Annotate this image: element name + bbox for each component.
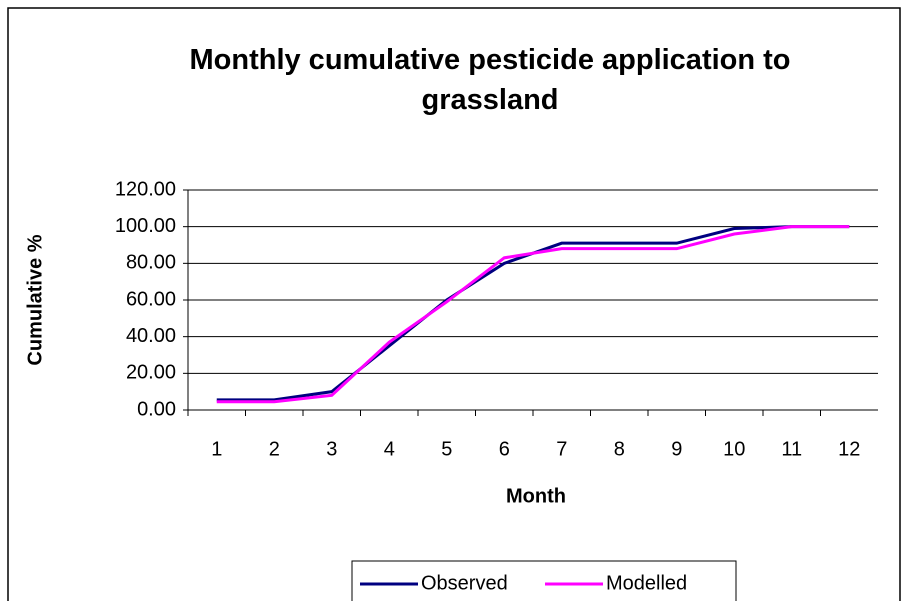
x-tick-label: 7 [556,438,567,460]
x-tick-label: 2 [269,438,280,460]
x-tick-label: 10 [723,438,745,460]
y-tick-label: 60.00 [126,288,176,310]
y-tick-label: 0.00 [137,398,176,420]
x-tick-label: 9 [671,438,682,460]
legend-box [351,560,737,601]
legend-label: Modelled [606,572,687,594]
x-tick-label: 5 [441,438,452,460]
x-tick-label: 11 [781,438,802,460]
chart-frame [7,7,901,601]
y-axis-label: Cumulative % [24,234,46,365]
y-tick-label: 120.00 [115,178,176,200]
x-tick-label: 6 [499,438,510,460]
x-tick-label: 8 [614,438,625,460]
x-axis-label: Month [506,485,566,507]
chart-title: Monthly cumulative pesticide application… [189,44,791,116]
y-tick-label: 40.00 [126,325,176,347]
x-tick-label: 12 [838,438,860,460]
x-tick-label: 1 [211,438,222,460]
y-tick-label: 80.00 [126,252,176,274]
x-tick-label: 3 [326,438,337,460]
series-line [216,225,850,404]
x-tick-label: 4 [384,438,395,460]
legend-label: Observed [421,572,508,594]
y-tick-label: 20.00 [126,362,176,384]
y-tick-label: 100.00 [115,215,176,237]
